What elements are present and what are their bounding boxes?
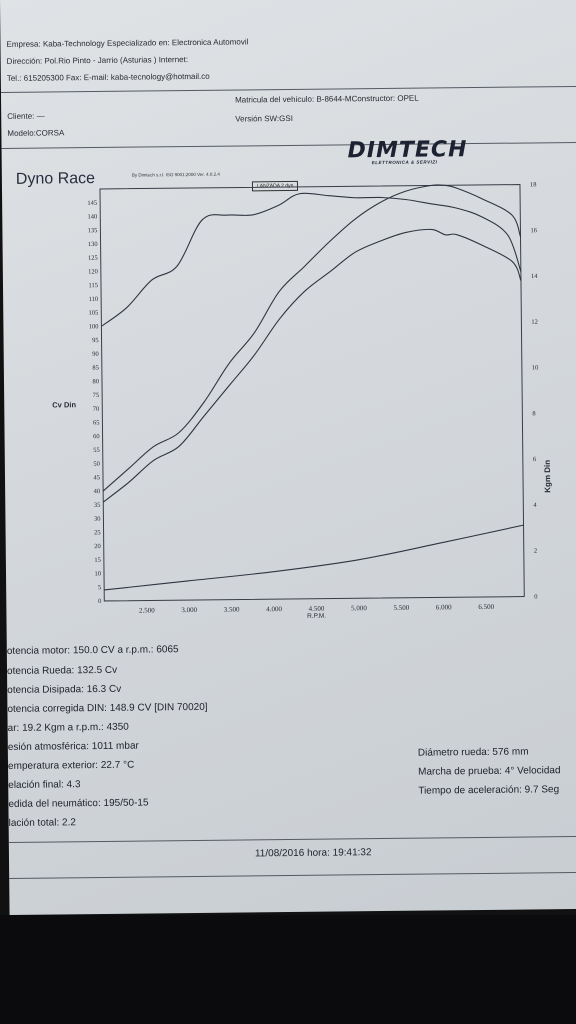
y-left-tick-label: 135 (88, 227, 98, 234)
y-left-tick-label: 75 (93, 392, 100, 399)
y-left-tick-label: 15 (94, 557, 101, 564)
y-left-tick-label: 0 (98, 598, 101, 605)
y-right-tick-label: 4 (533, 502, 537, 509)
y-right-tick-label: 16 (530, 227, 537, 234)
y-left-tick-label: 85 (92, 365, 99, 372)
result-wheel-diameter: Diámetro rueda: 576 mm (417, 746, 529, 759)
y-left-tick-label: 40 (94, 488, 101, 495)
y-left-tick-label: 125 (88, 255, 98, 262)
y-right-tick-label: 6 (533, 456, 537, 463)
result-engine-power: otencia motor: 150.0 CV a r.p.m.: 6065 (6, 644, 179, 657)
y-left-tick-label: 145 (87, 200, 97, 207)
result-wheel-power: otencia Rueda: 132.5 Cv (6, 664, 118, 677)
y-right-tick-label: 10 (532, 364, 539, 371)
plot-frame (99, 184, 525, 602)
y-left-tick-label: 10 (94, 571, 101, 578)
results-divider (8, 835, 576, 843)
report-timestamp: 11/08/2016 hora: 19:41:32 (254, 847, 372, 860)
x-tick-label: 4.000 (266, 605, 282, 613)
result-torque: ar: 19.2 Kgm a r.p.m.: 4350 (7, 721, 129, 734)
y-left-tick-label: 130 (88, 241, 98, 248)
y-left-tick-label: 45 (93, 474, 100, 481)
x-tick-label: 3.500 (224, 606, 240, 614)
y-left-tick-label: 55 (93, 447, 100, 454)
result-test-gear: Marcha de prueba: 4° Velocidad (418, 765, 561, 778)
y-left-tick-label: 110 (89, 296, 99, 303)
result-din-power: otencia corregida DIN: 148.9 CV [DIN 700… (7, 701, 208, 715)
result-lost-power: otencia Disipada: 16.3 Cv (7, 683, 122, 696)
footer-divider (9, 871, 576, 879)
result-accel-time: Tiempo de aceleración: 9.7 Seg (418, 784, 560, 797)
x-tick-label: 6.000 (436, 603, 452, 611)
y-right-tick-label: 2 (534, 548, 537, 555)
x-tick-label: 6.500 (478, 603, 494, 611)
result-total-ratio: lación total: 2.2 (8, 817, 76, 829)
y-right-tick-label: 18 (530, 181, 537, 188)
series-line-potencia-motor (102, 184, 522, 492)
y-left-tick-label: 70 (93, 406, 100, 413)
x-tick-label: 2.500 (139, 606, 155, 614)
x-tick-label: 3.000 (181, 606, 197, 614)
series-line-potencia-disipada (104, 524, 524, 591)
y-left-tick-label: 115 (88, 282, 98, 289)
y-left-tick-label: 25 (94, 529, 101, 536)
y-right-tick-label: 12 (531, 319, 538, 326)
y-left-tick-label: 90 (92, 351, 99, 358)
y-left-tick-label: 35 (94, 502, 101, 509)
y-left-tick-label: 50 (93, 461, 100, 468)
x-tick-label: 4.500 (309, 605, 325, 613)
dyno-report-paper: Empresa: Kaba-Technology Especializado e… (0, 0, 576, 915)
x-tick-label: 5.500 (393, 604, 409, 612)
y-left-tick-label: 20 (94, 543, 101, 550)
y-left-tick-label: 30 (94, 516, 101, 523)
y-left-tick-label: 60 (93, 433, 100, 440)
y-left-tick-label: 120 (88, 268, 98, 275)
y-right-tick-label: 14 (531, 273, 538, 280)
y-left-tick-label: 105 (88, 310, 98, 317)
y-right-tick-label: 0 (534, 593, 537, 600)
y-left-tick-label: 5 (98, 584, 101, 591)
y-left-tick-label: 140 (87, 213, 97, 220)
y-right-axis-label: Kgm Din (543, 460, 552, 493)
result-final-ratio: elación final: 4.3 (8, 779, 81, 791)
result-pressure: esión atmosférica: 1011 mbar (7, 740, 139, 753)
y-left-tick-label: 65 (93, 419, 100, 426)
dyno-chart: 0510152025303540455055606570758085909510… (52, 181, 552, 620)
series-line-par (101, 192, 522, 327)
y-left-tick-label: 100 (89, 323, 99, 330)
y-left-axis-label: Cv Din (52, 400, 76, 409)
x-tick-label: 5.000 (351, 604, 367, 612)
x-axis-label: R.P.M. (307, 613, 326, 620)
result-tyre-size: edida del neumático: 195/50-15 (8, 797, 149, 810)
result-temperature: emperatura exterior: 22.7 °C (7, 759, 135, 772)
series-line-potencia-rueda (102, 228, 522, 503)
y-right-tick-label: 8 (532, 410, 535, 417)
y-left-tick-label: 95 (92, 337, 99, 344)
y-left-tick-label: 80 (92, 378, 99, 385)
dark-background (0, 915, 576, 1024)
